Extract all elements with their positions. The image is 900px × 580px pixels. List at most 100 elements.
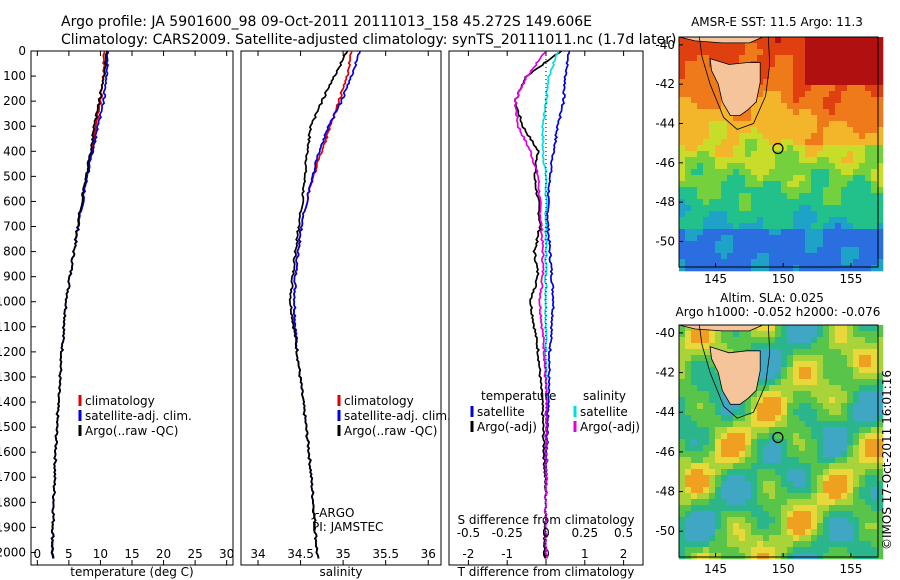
sla-map-cell (841, 331, 848, 338)
sla-map-cell (685, 331, 692, 338)
sst-map-cell (859, 103, 866, 110)
sla-map-cell (853, 367, 860, 374)
sla-map-cell (811, 385, 818, 392)
sla-map-cell (733, 451, 740, 458)
sla-map-cell (685, 493, 692, 500)
sla-map-cell (691, 457, 698, 464)
sla-map-cell (697, 403, 704, 410)
sla-map-cell (823, 457, 830, 464)
sst-map-cell (715, 91, 722, 98)
sst-map-cell (709, 151, 716, 158)
sla-map-cell (793, 469, 800, 476)
sla-map-cell (853, 481, 860, 488)
sst-map-cell (847, 175, 854, 182)
sst-map-cell (793, 133, 800, 140)
sla-map-cell (799, 457, 806, 464)
sst-map-cell (805, 103, 812, 110)
sla-map-cell (685, 391, 692, 398)
sst-map-cell (763, 223, 770, 230)
sla-map-cell (763, 541, 770, 548)
sst-map-cell (703, 163, 710, 170)
sla-map-cell (733, 457, 740, 464)
sst-map-cell (853, 265, 860, 272)
sst-map-cell (757, 181, 764, 188)
sla-map-cell (751, 409, 758, 416)
sla-map-cell (703, 457, 710, 464)
sst-map-cell (841, 199, 848, 206)
sla-map-cell (871, 385, 878, 392)
sst-map-cell (835, 235, 842, 242)
sla-map-cell (829, 469, 836, 476)
sla-map-cell (769, 361, 776, 368)
sla-map-cell (865, 529, 872, 536)
temperature-xtick-label: 30 (219, 547, 234, 561)
sst-map-cell (799, 241, 806, 248)
sla-map-cell (841, 403, 848, 410)
sla-map-cell (751, 397, 758, 404)
sla-map-cell (781, 385, 788, 392)
sla-map-cell (697, 379, 704, 386)
sla-map-cell (865, 325, 872, 332)
sla-map-cell (709, 469, 716, 476)
sst-map-cell (781, 217, 788, 224)
sla-map-cell (877, 385, 884, 392)
sla-map-cell (751, 421, 758, 428)
sst-map-cell (823, 55, 830, 62)
sst-map-cell (721, 193, 728, 200)
sla-map-cell (811, 541, 818, 548)
sla-map-cell (859, 403, 866, 410)
sst-map-cell (697, 43, 704, 50)
sla-map-cell (757, 523, 764, 530)
sla-map-cell (679, 505, 686, 512)
sst-map-cell (787, 259, 794, 266)
sst-map-cell (805, 139, 812, 146)
sst-map-cell (679, 67, 686, 74)
sst-map-cell (853, 61, 860, 68)
sla-map-cell (829, 385, 836, 392)
sla-map-cell (751, 487, 758, 494)
sla-map-cell (775, 415, 782, 422)
sst-map-cell (847, 43, 854, 50)
sst-map-cell (835, 127, 842, 134)
sst-map-cell (745, 241, 752, 248)
sla-map-cell (877, 331, 884, 338)
sla-map-cell (739, 469, 746, 476)
sst-map-cell (877, 49, 884, 56)
sst-map-cell (805, 79, 812, 86)
sst-map-cell (847, 163, 854, 170)
sst-map-cell (865, 253, 872, 260)
sst-map-cell (835, 67, 842, 74)
sst-map-cell (733, 253, 740, 260)
sla-map-cell (871, 439, 878, 446)
sla-map-cell (865, 415, 872, 422)
sla-map-cell (739, 481, 746, 488)
sla-map-cell (709, 541, 716, 548)
sst-map-cell (793, 55, 800, 62)
sst-map-cell (763, 157, 770, 164)
sla-map-cell (853, 463, 860, 470)
sla-map-cell (691, 445, 698, 452)
sst-map-cell (811, 151, 818, 158)
temperature-xtick-label: 15 (124, 547, 139, 561)
sst-map-cell (715, 247, 722, 254)
temperature-ytick-label: 1000 (0, 295, 26, 309)
sst-map-cell (799, 211, 806, 218)
sla-map-cell (865, 349, 872, 356)
sst-map-cell (697, 121, 704, 128)
sst-map-cell (709, 145, 716, 152)
sla-map-cell (697, 433, 704, 440)
sst-map-cell (817, 157, 824, 164)
sst-map-cell (733, 115, 740, 122)
sst-map-cell (679, 91, 686, 98)
sst-map-cell (739, 175, 746, 182)
sst-map-cell (841, 37, 848, 44)
sst-map-cell (757, 151, 764, 158)
sst-map-cell (853, 121, 860, 128)
sst-map-cell (793, 247, 800, 254)
sla-map-cell (877, 391, 884, 398)
sst-map-cell (721, 43, 728, 50)
sla-map-cell (859, 499, 866, 506)
sla-map-cell (871, 355, 878, 362)
sla-map-cell (739, 505, 746, 512)
sst-map-cell (679, 37, 686, 44)
